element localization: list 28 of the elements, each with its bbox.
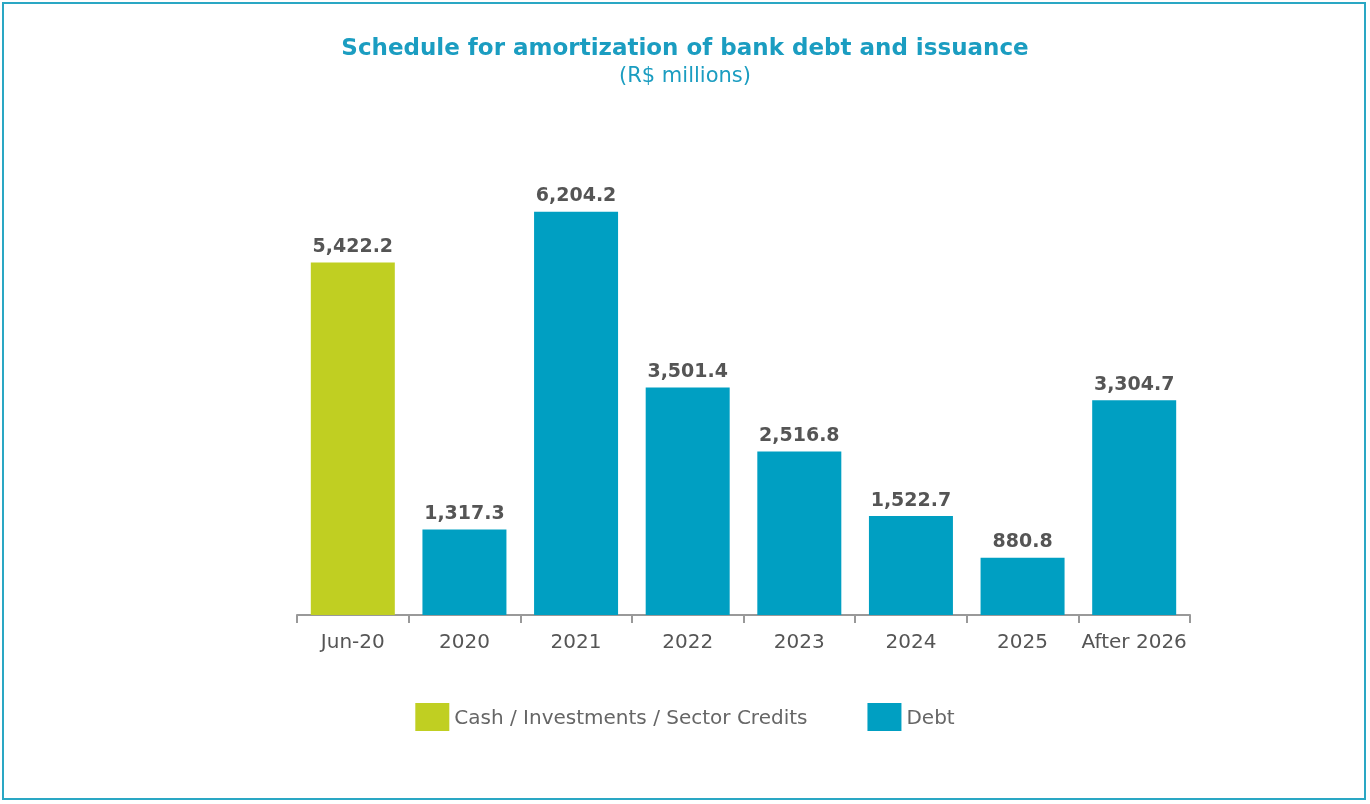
bar (422, 529, 507, 615)
legend-label: Cash / Investments / Sector Credits (454, 705, 808, 729)
data-label: 1,522.7 (870, 487, 952, 510)
x-tick-label: 2021 (550, 629, 602, 653)
x-tick-label: 2025 (997, 629, 1049, 653)
chart-title: Schedule for amortization of bank debt and issuance (341, 33, 1029, 60)
data-label: 880.8 (992, 529, 1053, 552)
x-tick-label: Jun-20 (318, 629, 385, 653)
x-tick-label: After 2026 (1081, 629, 1187, 653)
bar (868, 516, 953, 615)
x-tick-label: 2020 (438, 629, 490, 653)
data-label: 3,501.4 (647, 358, 728, 381)
data-label: 3,304.7 (1093, 371, 1175, 394)
bar (980, 557, 1065, 615)
data-label: 1,317.3 (424, 500, 505, 523)
data-label: 6,204.2 (535, 183, 617, 206)
data-label: 2,516.8 (759, 422, 840, 445)
bar (1092, 400, 1177, 615)
bar (534, 211, 619, 615)
chart-subtitle: (R$ millions) (619, 62, 751, 87)
data-label: 5,422.2 (312, 234, 394, 257)
x-tick-label: 2023 (773, 629, 825, 653)
bar (757, 451, 842, 615)
x-tick-label: 2024 (885, 629, 937, 653)
x-tick-label: 2022 (662, 629, 714, 653)
bar (310, 262, 395, 615)
legend-label: Debt (906, 705, 955, 729)
bar (645, 387, 730, 615)
